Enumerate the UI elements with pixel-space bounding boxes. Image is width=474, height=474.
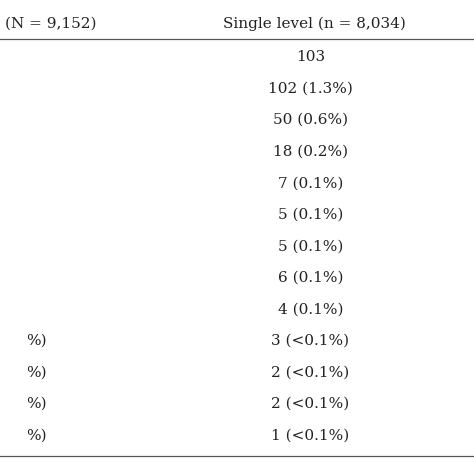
Text: %): %)	[26, 334, 47, 348]
Text: 7 (0.1%): 7 (0.1%)	[278, 176, 343, 190]
Text: 2 (<0.1%): 2 (<0.1%)	[271, 397, 350, 411]
Text: 1 (<0.1%): 1 (<0.1%)	[271, 428, 350, 442]
Text: %): %)	[26, 428, 47, 442]
Text: %): %)	[26, 397, 47, 411]
Text: 102 (1.3%): 102 (1.3%)	[268, 82, 353, 96]
Text: 3 (<0.1%): 3 (<0.1%)	[272, 334, 349, 348]
Text: 18 (0.2%): 18 (0.2%)	[273, 145, 348, 159]
Text: 6 (0.1%): 6 (0.1%)	[278, 271, 343, 285]
Text: 5 (0.1%): 5 (0.1%)	[278, 239, 343, 253]
Text: 103: 103	[296, 50, 325, 64]
Text: 50 (0.6%): 50 (0.6%)	[273, 113, 348, 127]
Text: 2 (<0.1%): 2 (<0.1%)	[271, 365, 350, 379]
Text: %): %)	[26, 365, 47, 379]
Text: (N = 9,152): (N = 9,152)	[5, 17, 96, 31]
Text: 4 (0.1%): 4 (0.1%)	[278, 302, 343, 316]
Text: 5 (0.1%): 5 (0.1%)	[278, 208, 343, 222]
Text: Single level (n = 8,034): Single level (n = 8,034)	[223, 17, 406, 31]
